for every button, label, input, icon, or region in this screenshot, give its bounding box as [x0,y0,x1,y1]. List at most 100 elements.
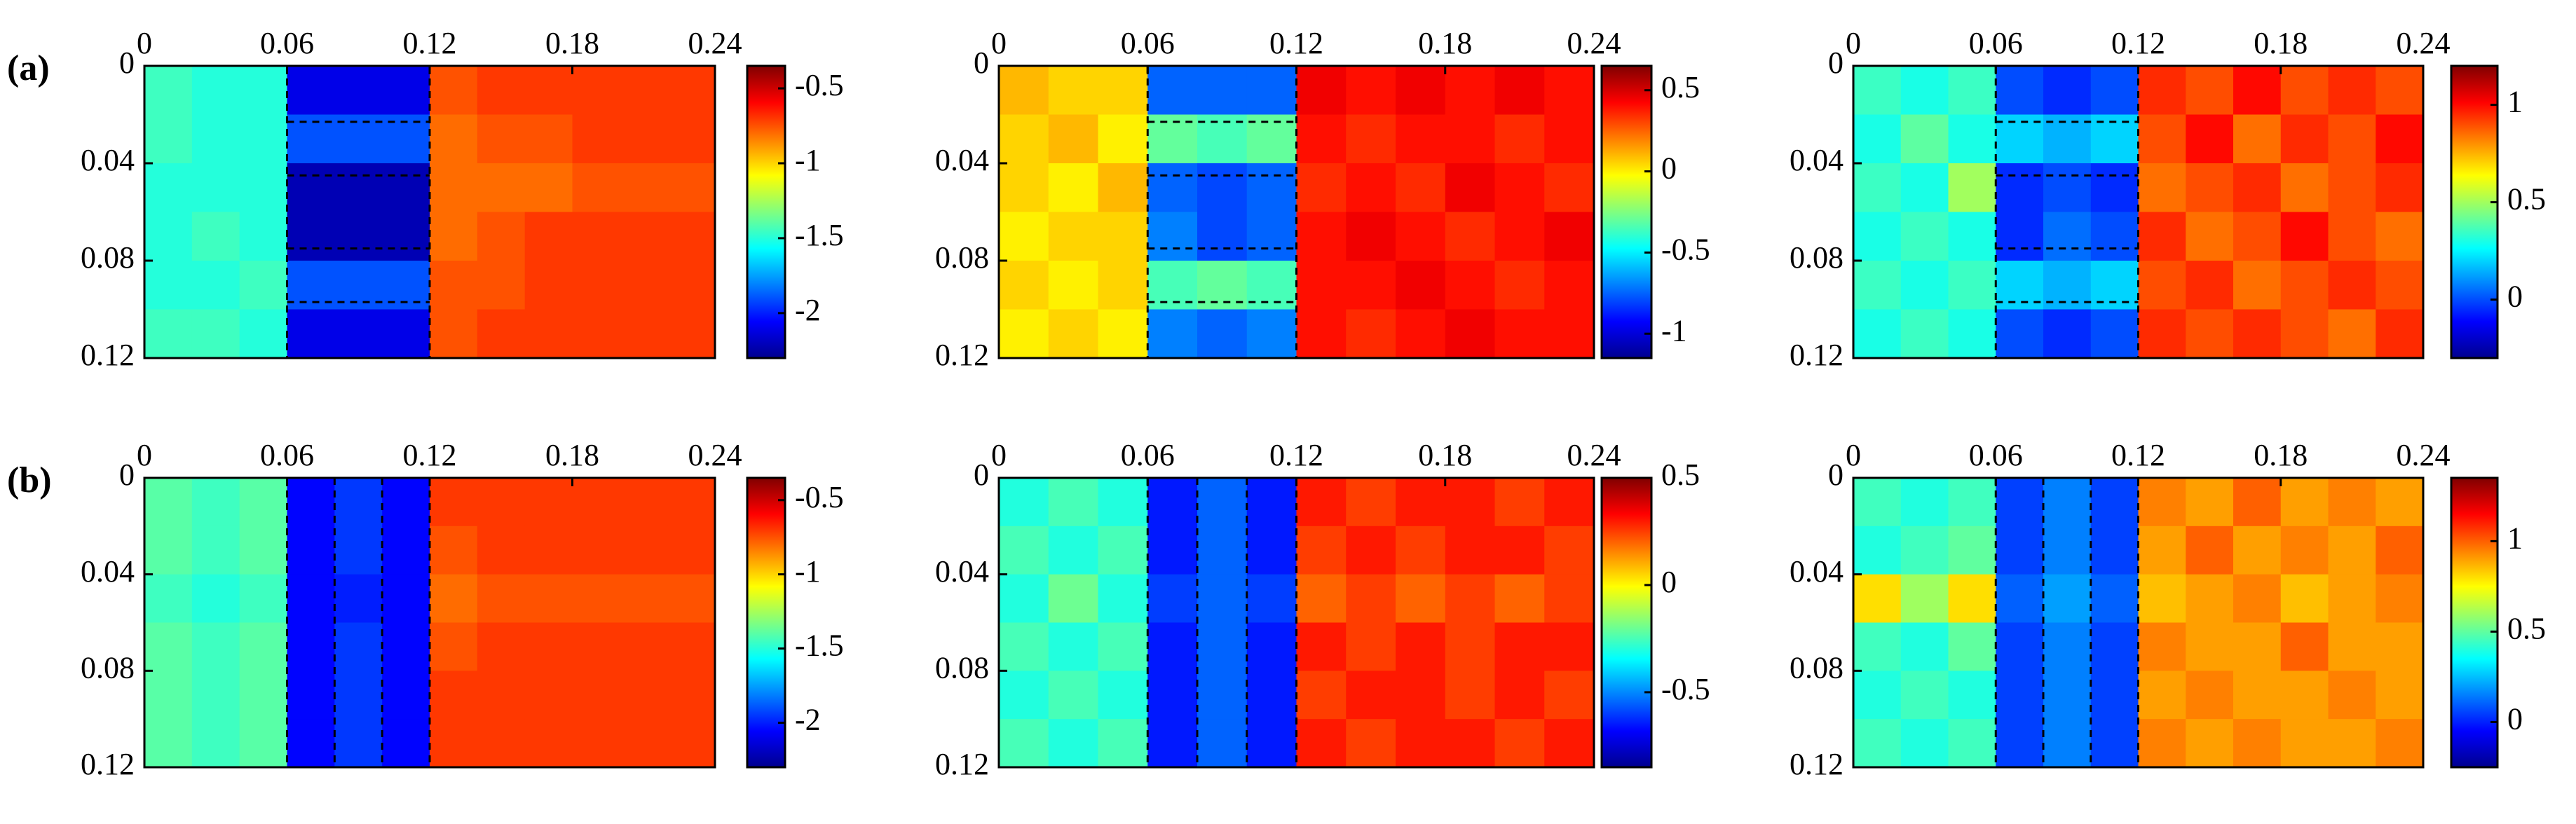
heatmap-cell [430,719,478,768]
x-tick-label: 0.06 [260,26,314,60]
heatmap-cell [2043,478,2092,527]
heatmap-cell [1048,114,1099,164]
heatmap-cell [524,671,573,720]
heatmap-cell [1396,261,1446,310]
heatmap-cell [2138,478,2186,527]
x-tick-label: 0.12 [2111,26,2165,60]
heatmap-cell [2090,163,2139,213]
heatmap-cell [2233,478,2282,527]
heatmap-cell [1197,526,1248,575]
heatmap-cell [1197,719,1248,768]
colorbar-tick-label: -2 [795,293,821,327]
panel: 0 0.06 0.12 0.18 0.24 0 0.04 0.08 0.12 -0.5 -1 -1.5… [81,26,844,372]
heatmap-cell [477,671,526,720]
heatmap-cell [2186,671,2234,720]
heatmap-cell [2186,478,2234,527]
heatmap-cell [2233,163,2282,213]
heatmap-cell [1048,212,1099,261]
heatmap-cell [1346,622,1396,671]
heatmap-cell [144,261,193,310]
x-tick-label: 0.18 [1418,26,1472,60]
heatmap-cell [2186,261,2234,310]
heatmap-cell [1098,114,1148,164]
heatmap-cell [1948,526,1996,575]
heatmap-cell [572,114,620,164]
heatmap-cell [2280,212,2329,261]
heatmap-cell [2233,66,2282,116]
heatmap-cell [191,212,240,261]
row-label: (b) [7,460,52,500]
heatmap-cell [999,163,1049,213]
heatmap-cell [2090,66,2139,116]
x-tick-label: 0.18 [1418,438,1472,472]
heatmap-cell [999,309,1049,359]
heatmap-cell [2043,212,2092,261]
heatmap-cell [667,622,716,671]
heatmap-cell [1996,66,2044,116]
heatmap-cell [430,478,478,527]
heatmap-cell [1346,66,1396,116]
y-tick-label: 0.12 [935,338,989,372]
heatmap-cell [477,526,526,575]
heatmap-cell [1853,66,1902,116]
heatmap-cell [191,671,240,720]
heatmap-cell [1900,526,1949,575]
heatmap-cell [1098,212,1148,261]
heatmap-cell [2376,574,2424,624]
y-tick-label: 0 [1828,46,1844,80]
heatmap-cell [2280,574,2329,624]
heatmap-cell [382,671,430,720]
heatmap-cell [999,671,1049,720]
heatmap-cell [430,309,478,359]
heatmap-cell [1544,574,1595,624]
heatmap-cell [1544,114,1595,164]
heatmap-cell [1197,574,1248,624]
colorbar-tick-label: 0.5 [2507,182,2546,217]
heatmap-cell [1996,526,2044,575]
colorbar-tick-label: -0.5 [1661,233,1710,267]
heatmap-cell [144,671,193,720]
heatmap-cell [1544,309,1595,359]
colorbar-tick-label: -1 [795,554,821,589]
heatmap-cell [1996,671,2044,720]
heatmap-cell [1853,574,1902,624]
colorbar-tick-label: 0 [1661,565,1677,599]
colorbar-tick-label: -0.5 [795,68,844,102]
heatmap-cell [287,719,335,768]
heatmap-cell [667,212,716,261]
heatmap-cell [477,261,526,310]
heatmap-cell [1197,66,1248,116]
heatmap-cell [1494,526,1545,575]
heatmap-cell [1346,163,1396,213]
x-tick-label: 0.06 [1121,438,1175,472]
heatmap-cell [1494,212,1545,261]
heatmap-cell [620,261,668,310]
colorbar-tick-label: 0.5 [2507,612,2546,646]
heatmap-cell [334,719,383,768]
heatmap-cell [1445,526,1496,575]
heatmap-cell [287,478,335,527]
heatmap-cell [1494,574,1545,624]
heatmap-cell [2376,309,2424,359]
heatmap-cell [1296,671,1347,720]
y-tick-label: 0.04 [1790,554,1844,589]
heatmap-cell [572,261,620,310]
heatmap-cell [430,114,478,164]
heatmap-cell [191,574,240,624]
heatmap-cell [667,574,716,624]
heatmap-cell [572,719,620,768]
y-tick-label: 0.04 [81,554,135,589]
heatmap-cell [1948,66,1996,116]
heatmap-cell [2280,622,2329,671]
heatmap-cell [1544,671,1595,720]
heatmap-cell [1948,719,1996,768]
heatmap-cell [239,671,288,720]
heatmap-cell [2186,114,2234,164]
heatmap-cell [2328,478,2376,527]
heatmap-cell [1396,66,1446,116]
heatmap-cell [1544,719,1595,768]
heatmap-cell [620,309,668,359]
heatmap-cell [430,574,478,624]
heatmap-cell [1048,66,1099,116]
heatmap-cell [1048,719,1099,768]
